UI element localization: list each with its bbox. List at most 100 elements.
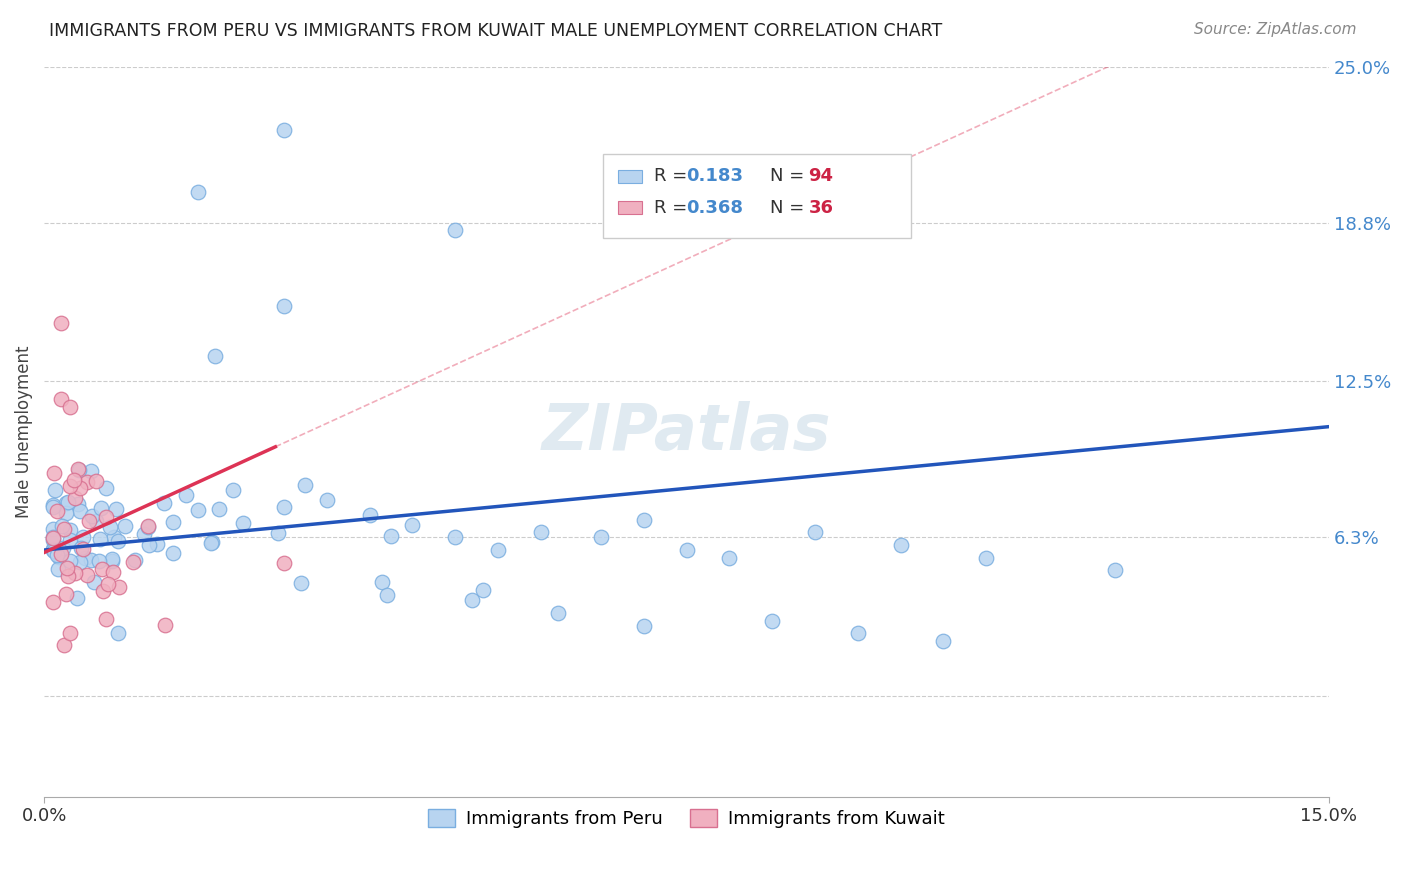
- Point: [42, 544, 65, 558]
- Point: [187, 186, 209, 200]
- Text: ZIPatlas: ZIPatlas: [541, 401, 831, 463]
- Point: [108, 580, 131, 594]
- Point: [153, 496, 176, 510]
- Point: [121, 555, 143, 569]
- Point: [718, 550, 741, 565]
- Point: [91, 584, 114, 599]
- FancyBboxPatch shape: [619, 169, 641, 183]
- Point: [290, 575, 312, 590]
- Point: [66, 591, 89, 606]
- Point: [101, 552, 124, 566]
- Point: [59, 533, 82, 548]
- Point: [56, 568, 79, 582]
- Point: [67, 497, 90, 511]
- Point: [101, 566, 124, 580]
- Point: [138, 538, 160, 552]
- Point: [107, 626, 129, 640]
- Point: [45, 504, 67, 518]
- Point: [359, 508, 381, 522]
- Point: [461, 593, 484, 607]
- Point: [42, 498, 65, 512]
- Point: [51, 317, 73, 331]
- Text: N =: N =: [770, 199, 810, 217]
- Point: [1104, 563, 1126, 577]
- Point: [547, 606, 569, 620]
- Point: [83, 574, 105, 589]
- Point: [49, 547, 72, 561]
- Point: [51, 519, 73, 533]
- Point: [315, 492, 337, 507]
- Point: [41, 542, 63, 557]
- Point: [136, 519, 159, 533]
- Point: [69, 481, 91, 495]
- Point: [41, 543, 63, 558]
- Point: [471, 582, 494, 597]
- Text: 0.183: 0.183: [686, 167, 744, 186]
- Point: [79, 514, 101, 528]
- Point: [94, 612, 117, 626]
- Point: [371, 575, 394, 590]
- Point: [187, 502, 209, 516]
- Point: [90, 500, 112, 515]
- Point: [273, 556, 295, 570]
- Point: [55, 496, 77, 510]
- Point: [530, 525, 553, 540]
- Point: [52, 541, 75, 556]
- Point: [72, 530, 94, 544]
- Point: [294, 478, 316, 492]
- Text: R =: R =: [654, 167, 693, 186]
- Point: [267, 526, 290, 541]
- Text: Source: ZipAtlas.com: Source: ZipAtlas.com: [1194, 22, 1357, 37]
- Text: 94: 94: [808, 167, 834, 186]
- Point: [380, 529, 402, 543]
- Point: [273, 122, 295, 136]
- Point: [41, 595, 63, 609]
- Point: [46, 562, 69, 576]
- Point: [401, 517, 423, 532]
- Point: [76, 567, 98, 582]
- Point: [53, 638, 76, 652]
- Point: [174, 488, 197, 502]
- Point: [56, 495, 79, 509]
- Point: [67, 462, 90, 476]
- Point: [208, 502, 231, 516]
- Text: IMMIGRANTS FROM PERU VS IMMIGRANTS FROM KUWAIT MALE UNEMPLOYMENT CORRELATION CHA: IMMIGRANTS FROM PERU VS IMMIGRANTS FROM …: [49, 22, 942, 40]
- Point: [114, 518, 136, 533]
- Point: [41, 500, 63, 514]
- Point: [42, 530, 65, 544]
- Point: [44, 483, 66, 497]
- Point: [79, 464, 101, 478]
- Point: [633, 618, 655, 632]
- Point: [221, 483, 243, 497]
- Point: [444, 531, 467, 545]
- Point: [103, 530, 125, 544]
- Text: R =: R =: [654, 199, 693, 217]
- Point: [375, 588, 398, 602]
- Point: [56, 561, 79, 575]
- Point: [41, 522, 63, 536]
- Point: [273, 500, 295, 515]
- Point: [153, 618, 176, 632]
- Point: [45, 549, 67, 563]
- Point: [86, 514, 108, 528]
- Point: [52, 522, 75, 536]
- Point: [63, 566, 86, 580]
- Point: [204, 349, 226, 363]
- Point: [59, 626, 82, 640]
- Point: [80, 509, 103, 524]
- Point: [890, 538, 912, 552]
- Point: [55, 587, 77, 601]
- Point: [69, 504, 91, 518]
- Point: [94, 481, 117, 495]
- Point: [98, 519, 121, 533]
- Point: [201, 534, 224, 549]
- Point: [97, 576, 120, 591]
- Y-axis label: Male Unemployment: Male Unemployment: [15, 345, 32, 518]
- Point: [80, 553, 103, 567]
- FancyBboxPatch shape: [603, 154, 911, 238]
- Text: 36: 36: [808, 199, 834, 217]
- Point: [846, 626, 869, 640]
- Point: [162, 515, 184, 529]
- Point: [89, 533, 111, 547]
- Point: [48, 549, 70, 564]
